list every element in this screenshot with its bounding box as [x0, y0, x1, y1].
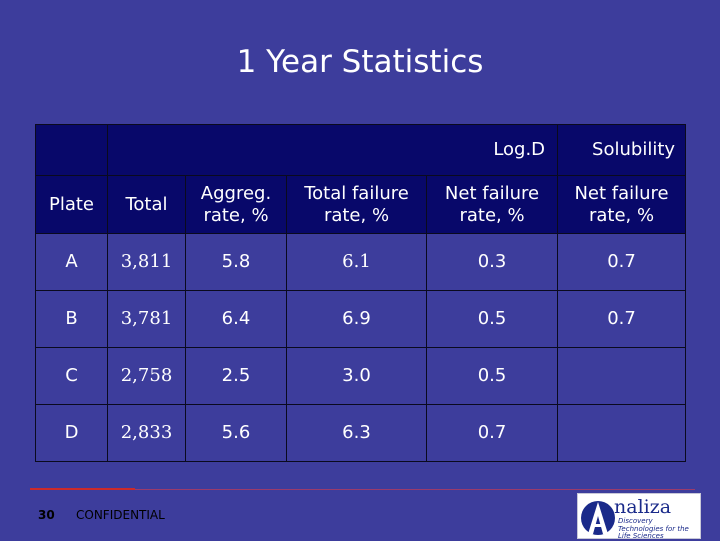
- column-header: Total failure rate, %: [286, 175, 427, 234]
- net-failure-solubility-cell: [557, 347, 687, 405]
- net-failure-logd-cell: 0.5: [425, 290, 559, 348]
- column-header: Plate: [35, 175, 108, 234]
- footer-rule: [135, 489, 695, 490]
- aggreg-rate-cell: 6.4: [185, 290, 287, 348]
- plate-cell: D: [35, 404, 108, 462]
- plate-cell: B: [35, 290, 108, 348]
- logo-a-icon: [581, 501, 615, 535]
- total-cell: 2,833: [107, 404, 186, 462]
- column-header: Net failure rate, %: [557, 175, 687, 234]
- solubility-group-header: Solubility: [557, 124, 687, 176]
- page-number: 30: [38, 508, 55, 522]
- logo-tagline: Discovery Technologies for the Life Scie…: [618, 517, 689, 541]
- total-failure-cell: 6.1: [286, 233, 427, 291]
- table-row: D 2,833 5.6 6.3 0.7: [35, 404, 687, 462]
- net-failure-logd-cell: 0.7: [425, 404, 559, 462]
- plate-cell: A: [35, 233, 108, 291]
- net-failure-solubility-cell: 0.7: [557, 233, 687, 291]
- column-header: Total: [107, 175, 186, 234]
- net-failure-logd-cell: 0.3: [425, 233, 559, 291]
- table-row: B 3,781 6.4 6.9 0.5 0.7: [35, 290, 687, 348]
- company-logo: naliza Discovery Technologies for the Li…: [577, 493, 701, 541]
- total-failure-cell: 6.9: [286, 290, 427, 348]
- confidential-label: CONFIDENTIAL: [76, 508, 165, 522]
- footer-rule-accent: [30, 488, 135, 490]
- logo-wordmark: naliza: [614, 496, 672, 518]
- column-header-row: Plate Total Aggreg. rate, % Total failur…: [35, 175, 687, 234]
- total-cell: 3,781: [107, 290, 186, 348]
- total-failure-cell: 3.0: [286, 347, 427, 405]
- table-row: C 2,758 2.5 3.0 0.5: [35, 347, 687, 405]
- table-row: A 3,811 5.8 6.1 0.3 0.7: [35, 233, 687, 291]
- aggreg-rate-cell: 2.5: [185, 347, 287, 405]
- plate-cell: C: [35, 347, 108, 405]
- net-failure-solubility-cell: 0.7: [557, 290, 687, 348]
- aggreg-rate-cell: 5.6: [185, 404, 287, 462]
- statistics-table: Log.D Solubility Plate Total Aggreg. rat…: [35, 124, 687, 462]
- total-failure-cell: 6.3: [286, 404, 427, 462]
- net-failure-solubility-cell: [557, 404, 687, 462]
- empty-header-cell: [35, 124, 108, 176]
- net-failure-logd-cell: 0.5: [425, 347, 559, 405]
- column-header: Net failure rate, %: [425, 175, 559, 234]
- total-cell: 3,811: [107, 233, 186, 291]
- logd-group-header: Log.D: [106, 124, 559, 176]
- column-header: Aggreg. rate, %: [185, 175, 287, 234]
- total-cell: 2,758: [107, 347, 186, 405]
- aggreg-rate-cell: 5.8: [185, 233, 287, 291]
- group-header-row: Log.D Solubility: [35, 124, 687, 176]
- slide-title: 1 Year Statistics: [236, 44, 484, 80]
